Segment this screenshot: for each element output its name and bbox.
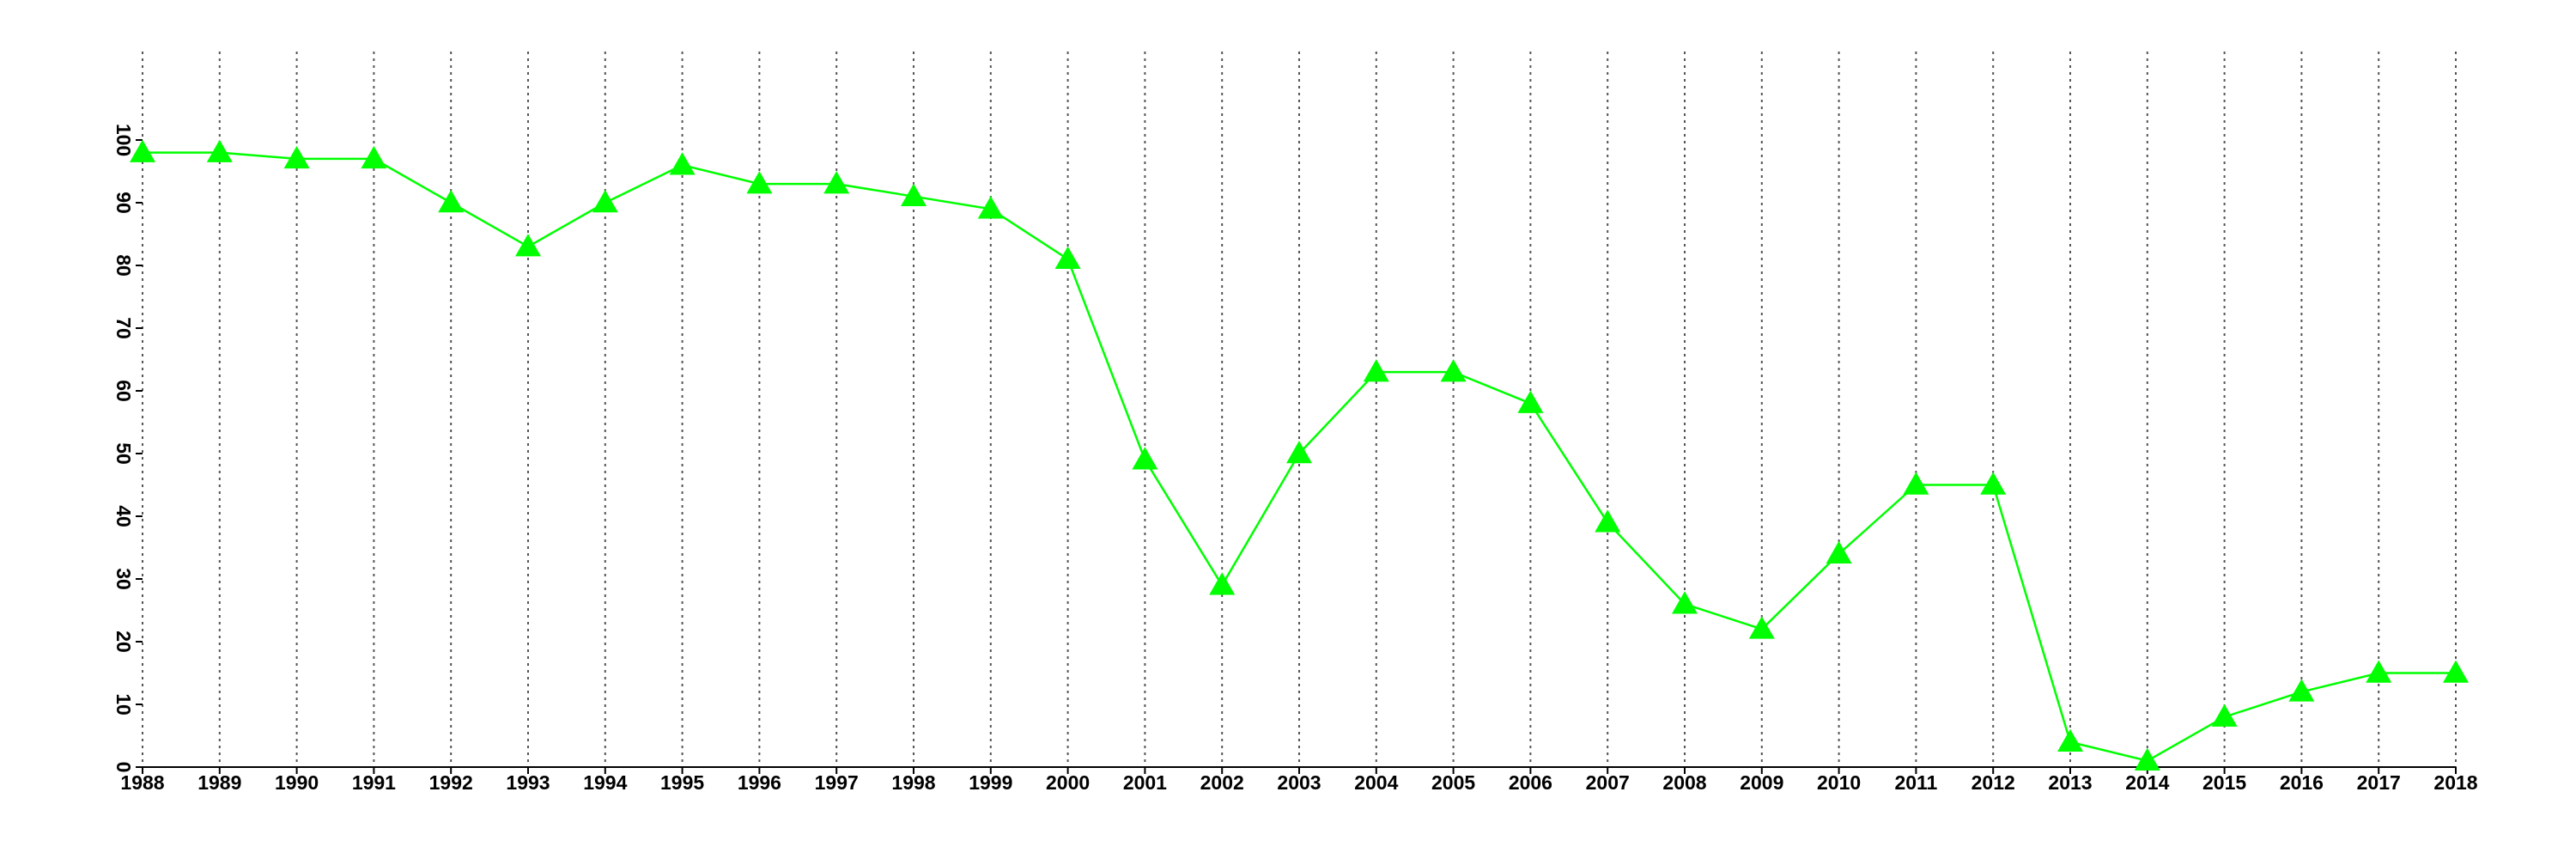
data-marker	[977, 196, 1004, 219]
x-tick-label: 2017	[2357, 771, 2401, 794]
y-tick-label: 50	[112, 442, 135, 465]
data-marker	[1826, 540, 1852, 564]
data-marker	[1980, 472, 2007, 495]
x-tick-label: 1998	[891, 771, 935, 794]
data-marker	[2366, 660, 2392, 683]
data-marker	[2288, 679, 2315, 702]
x-tick-label: 2010	[1817, 771, 1861, 794]
data-marker	[1209, 572, 1236, 595]
data-marker	[1748, 616, 1775, 639]
x-tick-label: 1991	[352, 771, 396, 794]
data-marker	[2211, 704, 2238, 727]
x-tick-label: 1988	[120, 771, 164, 794]
data-marker	[438, 190, 465, 213]
y-tick-label: 80	[112, 254, 135, 277]
x-tick-label: 2002	[1200, 771, 1244, 794]
data-marker	[361, 145, 387, 169]
x-tick-label: 2006	[1509, 771, 1552, 794]
data-marker	[2057, 728, 2083, 752]
x-tick-label: 1995	[660, 771, 704, 794]
x-tick-label: 2011	[1894, 771, 1937, 794]
x-tick-label: 2004	[1354, 771, 1398, 794]
data-marker	[1440, 359, 1467, 382]
data-marker	[2443, 660, 2469, 683]
x-tick-label: 2009	[1740, 771, 1783, 794]
x-tick-label: 1989	[197, 771, 241, 794]
data-marker	[669, 152, 696, 175]
x-tick-label: 2003	[1277, 771, 1321, 794]
y-tick-label: 40	[112, 505, 135, 527]
x-tick-label: 2007	[1586, 771, 1630, 794]
data-marker	[1054, 246, 1081, 269]
y-tick-label: 90	[112, 192, 135, 214]
x-tick-label: 2013	[2048, 771, 2092, 794]
x-tick-label: 2005	[1431, 771, 1475, 794]
x-tick-label: 2018	[2433, 771, 2477, 794]
data-marker	[1363, 359, 1389, 382]
data-marker	[901, 183, 927, 206]
data-marker	[1672, 591, 1698, 614]
data-marker	[206, 139, 233, 162]
data-marker	[283, 145, 310, 169]
data-marker	[130, 139, 155, 162]
x-tick-label: 1994	[583, 771, 627, 794]
data-marker	[1132, 447, 1158, 470]
data-marker	[515, 234, 541, 257]
x-tick-label: 2014	[2125, 771, 2169, 794]
x-tick-label: 2000	[1046, 771, 1090, 794]
y-tick-label: 60	[112, 380, 135, 402]
x-tick-label: 1992	[429, 771, 473, 794]
x-tick-label: 2008	[1662, 771, 1706, 794]
y-tick-label: 20	[112, 631, 135, 653]
x-tick-label: 1996	[738, 771, 781, 794]
data-marker	[1286, 441, 1312, 464]
x-tick-label: 2012	[1971, 771, 2015, 794]
x-tick-label: 2001	[1123, 771, 1167, 794]
y-tick-label: 100	[112, 124, 135, 156]
data-marker	[1517, 390, 1544, 413]
x-tick-label: 2015	[2202, 771, 2246, 794]
x-tick-label: 1997	[815, 771, 859, 794]
data-marker	[2134, 747, 2160, 771]
data-marker	[746, 171, 773, 194]
y-tick-label: 10	[112, 693, 135, 716]
data-marker	[823, 171, 850, 194]
data-marker	[1903, 472, 1929, 495]
y-tick-label: 30	[112, 568, 135, 590]
x-tick-label: 1999	[969, 771, 1012, 794]
data-marker	[592, 190, 618, 213]
y-tick-label: 0	[112, 762, 135, 773]
data-marker	[1595, 509, 1621, 533]
x-tick-label: 1990	[275, 771, 319, 794]
x-tick-label: 2016	[2280, 771, 2324, 794]
x-tick-label: 1993	[506, 771, 550, 794]
y-tick-label: 70	[112, 317, 135, 339]
